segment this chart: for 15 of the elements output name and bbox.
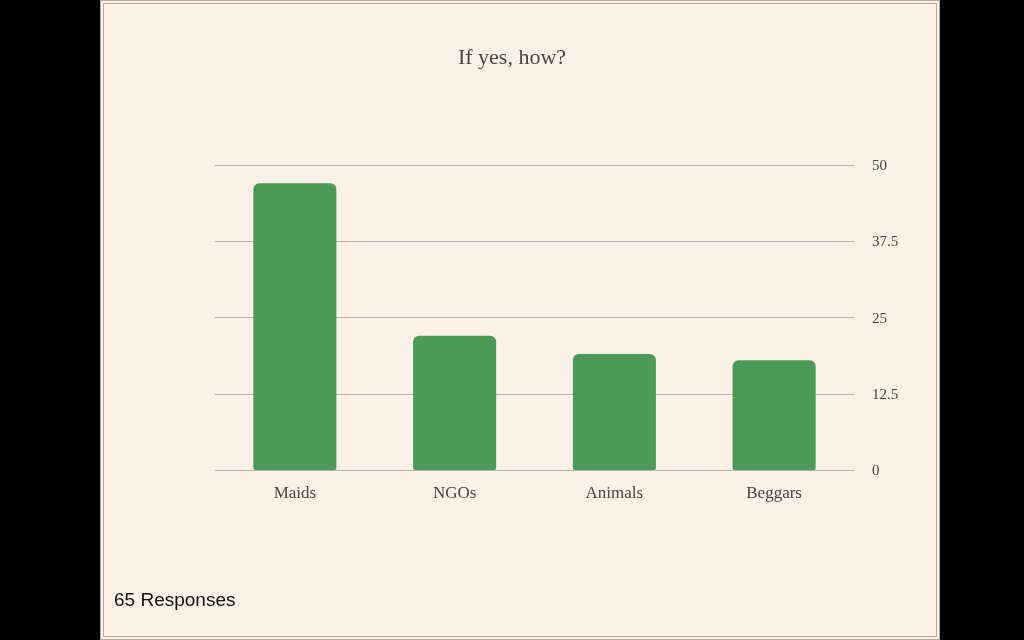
y-tick-label: 0 <box>872 462 880 478</box>
text: 65 Responses <box>114 589 236 611</box>
x-tick-label: Beggars <box>746 483 802 502</box>
x-tick-label: NGOs <box>432 483 477 502</box>
x-tick-label: Maids <box>273 483 317 502</box>
y-tick-label: 12.5 <box>872 385 899 402</box>
chart-title: If yes, how? <box>457 43 567 69</box>
bar <box>253 183 337 470</box>
y-tick-label: 25 <box>872 309 887 326</box>
bar <box>572 354 656 470</box>
y-tick-label: 50 <box>872 157 887 173</box>
bar <box>732 360 816 470</box>
y-tick-label: 37.5 <box>872 233 899 250</box>
x-tick-label: Animals <box>585 483 644 502</box>
bar <box>413 335 497 470</box>
